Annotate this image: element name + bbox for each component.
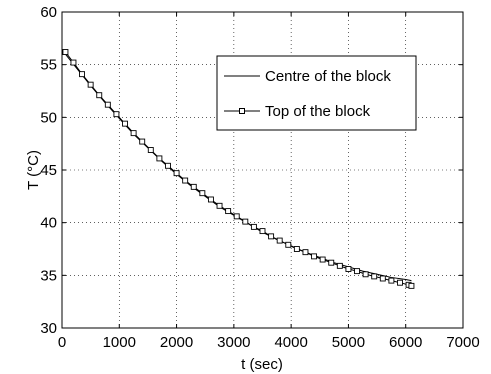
data-point-top	[173, 170, 180, 177]
data-point-top	[371, 273, 378, 280]
data-point-top	[354, 268, 360, 275]
data-point-top	[113, 111, 120, 118]
data-point-top	[242, 218, 249, 225]
data-point-top	[408, 282, 415, 289]
data-point-top	[156, 155, 163, 162]
x-tick-label: 6000	[389, 334, 422, 351]
data-point-top	[379, 275, 386, 282]
data-point-top	[328, 259, 335, 266]
data-point-top	[165, 162, 171, 169]
x-tick-label: 7000	[446, 334, 479, 351]
x-tick-label: 5000	[332, 334, 365, 351]
y-tick-label: 55	[40, 57, 57, 74]
ticks	[61, 11, 464, 329]
y-tick-label: 35	[40, 267, 57, 284]
data-point-top	[147, 147, 154, 153]
y-tick-label: 45	[40, 162, 57, 179]
y-tick-label: 30	[40, 320, 57, 337]
data-point-top	[87, 81, 94, 88]
data-point-top	[285, 241, 292, 248]
data-point-top	[345, 266, 352, 272]
data-point-top	[233, 213, 240, 220]
legend-marker-top	[239, 108, 245, 114]
x-tick-label: 2000	[160, 334, 193, 351]
data-point-top	[216, 202, 223, 209]
data-point-top	[122, 120, 128, 127]
data-point-top	[388, 277, 395, 284]
data-point-top	[336, 262, 343, 269]
y-tick-label: 60	[40, 4, 57, 21]
data-point-top	[259, 228, 266, 235]
data-point-top	[182, 177, 189, 184]
data-point-top	[362, 271, 369, 278]
data-point-top	[130, 130, 137, 137]
data-point-top	[311, 253, 318, 260]
data-point-top	[302, 249, 309, 256]
data-point-top	[190, 183, 197, 190]
x-tick-label: 0	[58, 334, 66, 351]
data-point-top	[225, 208, 232, 215]
legend-label-top: Top of the block	[265, 103, 371, 120]
y-tick-label: 40	[40, 215, 57, 232]
legend: Centre of the block Top of the block	[216, 55, 417, 131]
data-point-top	[79, 71, 86, 78]
data-point-top	[199, 190, 206, 197]
data-point-top	[397, 279, 403, 286]
data-point-top	[207, 196, 214, 203]
data-point-top	[62, 49, 69, 55]
data-point-top	[293, 246, 300, 252]
x-axis-label: t (sec)	[241, 356, 283, 373]
data-point-top	[96, 92, 103, 99]
tick-labels: 0 1000 2000 3000 4000 5000 6000 7000 30 35 40 45 50 5…	[40, 4, 479, 351]
data-point-top	[268, 233, 275, 240]
data-point-top	[104, 101, 111, 108]
series-layer	[62, 49, 415, 289]
legend-label-centre: Centre of the block	[265, 68, 391, 85]
y-tick-label: 50	[40, 109, 57, 126]
data-point-top	[250, 223, 257, 230]
data-point-top	[139, 138, 146, 145]
x-tick-label: 4000	[274, 334, 307, 351]
legend-box	[216, 55, 417, 131]
x-tick-label: 3000	[217, 334, 250, 351]
x-tick-label: 1000	[103, 334, 136, 351]
data-point-top	[276, 237, 283, 244]
data-point-top	[319, 256, 326, 263]
data-point-top	[70, 59, 77, 66]
y-axis-label: T (°C)	[25, 150, 42, 190]
